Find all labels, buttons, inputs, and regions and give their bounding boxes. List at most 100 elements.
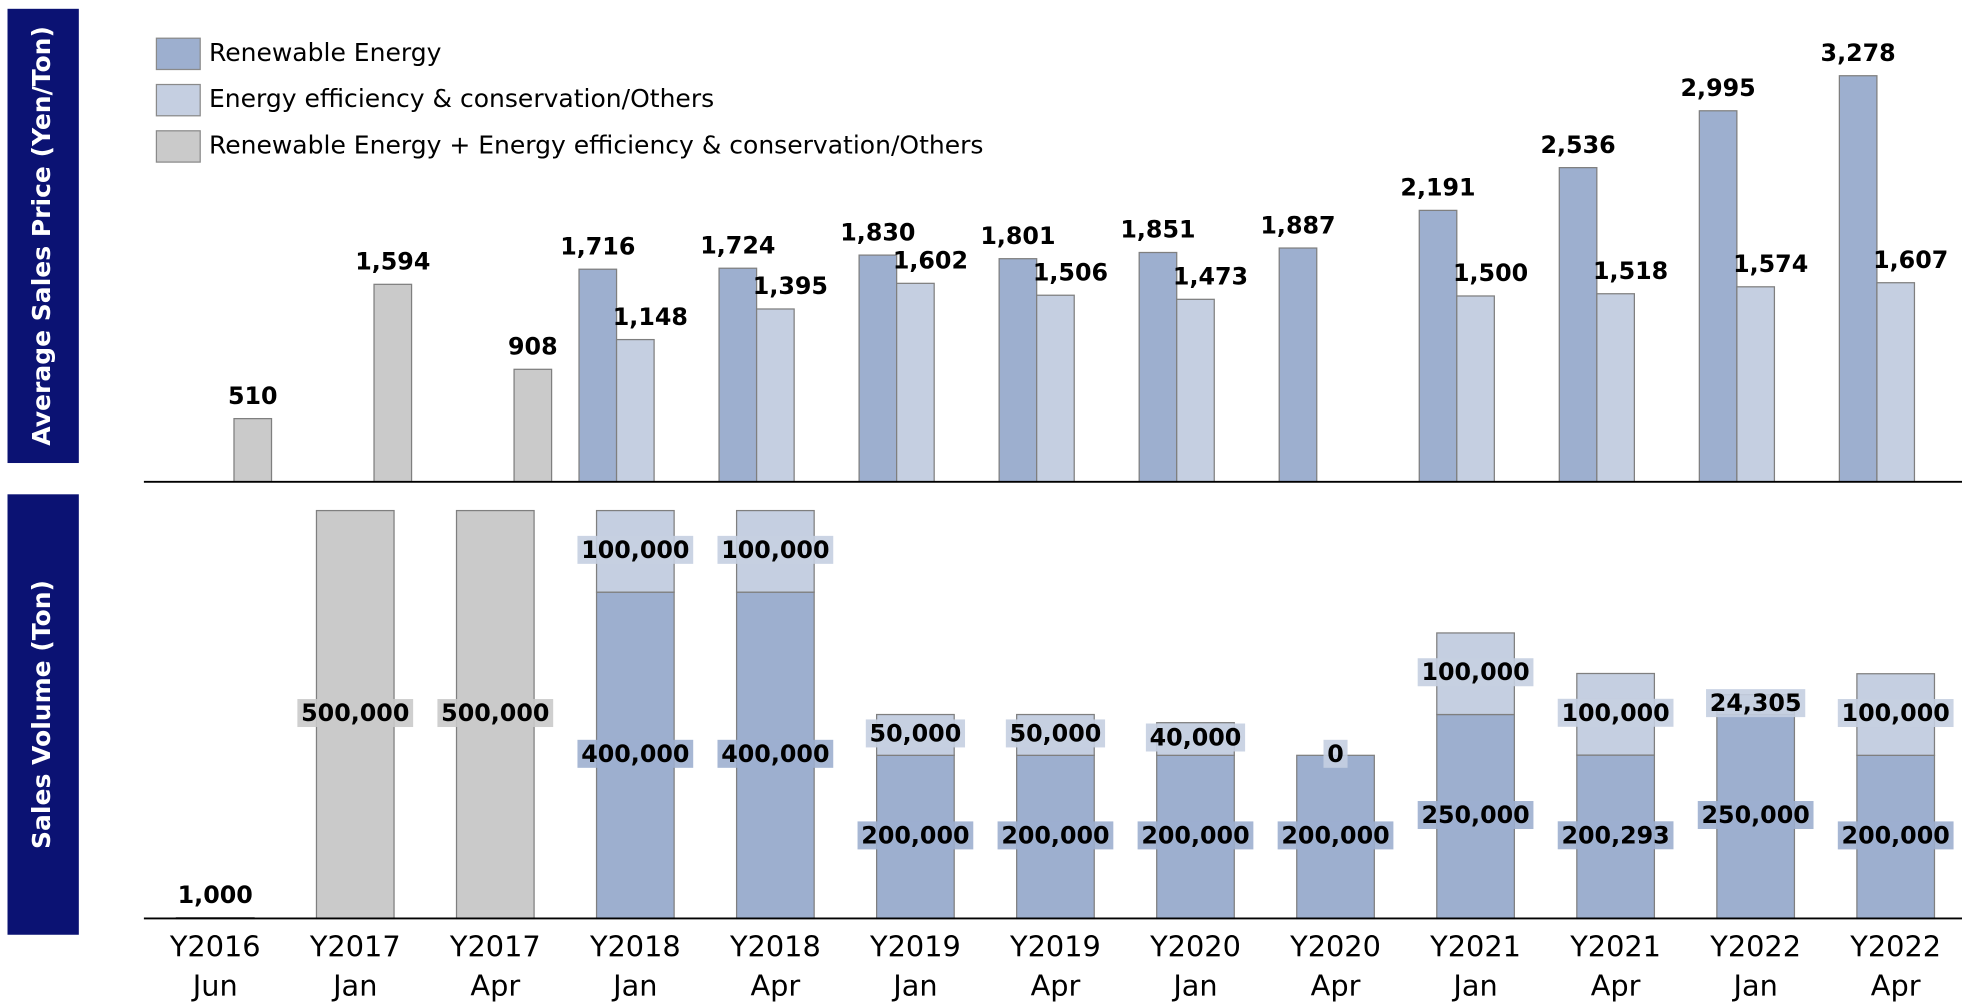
legend-swatch [155,83,201,117]
x-tick-label: Y2016 [169,930,261,964]
value-label-bg [1837,821,1954,850]
value-label: 250,000 [1421,801,1529,829]
bar [1558,167,1598,483]
value-label: 500,000 [441,699,549,727]
value-label-bg [577,535,694,564]
bar [1176,298,1215,483]
value-label: 1,851 [1120,216,1195,244]
value-label: 40,000 [1150,724,1242,752]
value-label: 1,716 [560,232,635,260]
legend-swatch [155,37,201,71]
value-label: 250,000 [1702,801,1810,829]
legend-label: Renewable Energy [209,38,442,67]
value-label-bg [1137,821,1254,850]
x-tick-label: Jan [891,968,937,1002]
value-label-bg [1706,689,1806,718]
x-tick-label: Y2017 [449,930,541,964]
bar [755,308,795,483]
x-tick-label: Jan [1731,968,1777,1002]
value-label: 100,000 [721,536,829,564]
bar [615,338,655,483]
bar [1418,209,1458,483]
bar [1036,294,1075,483]
value-label: 500,000 [301,699,409,727]
value-label: 1,887 [1260,211,1335,239]
value-label-bg [1323,739,1348,768]
bar [1278,247,1318,483]
value-label: 200,000 [1842,821,1950,849]
value-label: 200,000 [1281,821,1389,849]
value-label: 24,305 [1710,689,1802,717]
x-tick-label: Apr [1871,968,1921,1002]
value-label: 2,995 [1681,74,1756,102]
value-label: 1,801 [980,222,1055,250]
x-tick-label: Jan [331,968,377,1002]
legend-swatch [155,130,201,163]
x-tick-label: Apr [750,968,800,1002]
x-tick-label: Y2022 [1709,930,1801,964]
legend-label: Renewable Energy + Energy efficiency & c… [209,130,983,159]
bar [1698,110,1738,483]
value-label-bg [857,821,974,850]
value-label: 1,473 [1173,263,1248,291]
value-label: 1,500 [1453,259,1528,287]
x-tick-label: Jan [1451,968,1497,1002]
value-label: 100,000 [1421,658,1529,686]
value-label: 200,000 [1001,821,1109,849]
bar [1736,286,1776,483]
y-axis-label: Sales Volume (Ton) [27,580,56,849]
x-tick-label: Y2022 [1849,930,1941,964]
value-label: 1,724 [700,231,775,259]
value-label: 1,602 [893,247,968,275]
value-label: 400,000 [581,740,689,768]
x-tick-label: Y2019 [1009,930,1101,964]
x-tick-label: Jan [611,968,657,1002]
ylabel-box [7,494,79,935]
value-label: 1,830 [840,218,915,246]
ylabel-box [7,8,79,464]
bar [233,417,273,483]
value-label-bg [717,535,834,564]
bar [373,283,413,483]
value-label: 200,000 [1141,821,1249,849]
value-label: 400,000 [721,740,829,768]
bar [896,282,935,483]
value-label: 1,000 [178,881,253,909]
value-label: 1,607 [1873,246,1948,274]
value-label: 1,395 [753,272,828,300]
value-label: 200,000 [861,821,969,849]
value-label: 0 [1327,740,1344,768]
value-label: 1,574 [1733,250,1808,278]
y-axis-label: Average Sales Price (Yen/Ton) [27,26,56,446]
value-label: 3,278 [1821,39,1896,67]
x-tick-label: Y2021 [1569,930,1661,964]
value-label: 1,506 [1033,258,1108,286]
x-tick-label: Y2020 [1289,930,1381,964]
bar [1138,251,1178,483]
value-label-bg [297,699,414,728]
value-label-bg [1417,801,1534,830]
bar [1456,295,1495,483]
bar [1876,282,1916,483]
bar [1838,75,1878,483]
value-label: 100,000 [1561,699,1669,727]
value-label: 908 [508,333,558,361]
value-label-bg [1697,801,1814,830]
value-label: 50,000 [870,719,962,747]
value-label: 1,518 [1593,257,1668,285]
value-label: 2,191 [1400,174,1475,202]
legend-label: Energy efficiency & conservation/Others [209,84,714,113]
x-tick-label: Y2018 [729,930,821,964]
x-tick-label: Y2021 [1429,930,1521,964]
value-label: 1,148 [613,303,688,331]
bar [578,268,618,483]
x-tick-label: Apr [1031,968,1081,1002]
value-label-bg [865,719,966,748]
x-tick-label: Y2017 [309,930,401,964]
bar [718,267,758,483]
value-label-bg [1145,723,1246,752]
x-tick-label: Y2018 [589,930,681,964]
value-label-bg [1837,699,1954,728]
value-label-bg [1557,821,1674,850]
